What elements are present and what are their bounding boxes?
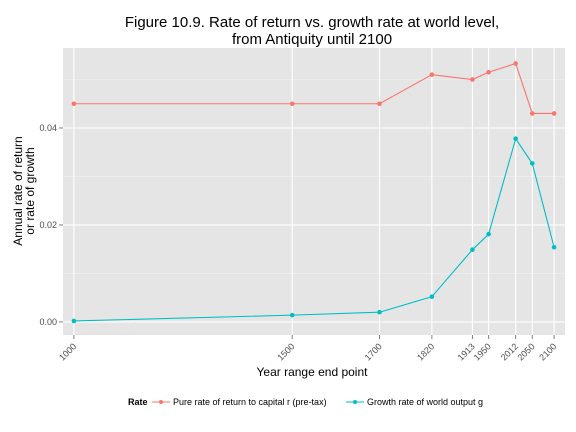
plot-panel [63,48,565,335]
series-1-point-0 [71,318,77,324]
series-0-point-6 [513,61,518,66]
chart-title-line-1: Figure 10.9. Rate of return vs. growth r… [125,14,499,31]
legend-label-growth: Growth rate of world output g [367,397,483,407]
y-tick-label-1: 0.02 [39,220,57,230]
y-tick-label-2: 0.04 [39,123,57,133]
series-1-point-1 [289,312,295,318]
series-0-point-0 [71,101,77,107]
x-tick-label-2: 1700 [363,341,384,362]
legend: Rate Pure rate of return to capital r (p… [128,397,483,407]
series-0-point-8 [551,111,557,116]
y-tick-label-0: 0.00 [39,317,57,327]
series-1-point-4 [470,247,475,252]
series-0-point-7 [529,111,535,116]
legend-key-growth-dot [353,400,357,404]
series-1-point-5 [486,231,491,237]
x-tick-label-5: 1950 [472,341,493,362]
x-tick-label-1: 1500 [275,341,296,362]
series-0-point-2 [377,101,382,107]
x-tick-label-4: 1913 [456,341,477,362]
x-axis-title: Year range end point [257,365,369,379]
series-0-point-4 [470,77,475,82]
series-1-point-2 [377,309,382,315]
series-0-point-3 [429,72,435,77]
grid-minor [63,79,565,274]
x-tick-label-0: 1000 [57,341,78,362]
series-1-point-3 [429,294,435,300]
x-tick-label-8: 2100 [537,341,558,362]
legend-title: Rate [128,397,148,407]
series-0-point-5 [486,69,491,75]
axis-ticks [59,127,555,339]
grid-major [63,48,565,335]
series-layer [71,61,557,324]
legend-key-return-dot [159,400,163,404]
series-1-point-6 [513,136,518,141]
legend-label-return: Pure rate of return to capital r (pre-ta… [173,397,327,407]
y-axis-title-line-1: Annual rate of return [11,136,25,245]
y-axis-title: Annual rate of return or rate of growth [11,136,37,245]
series-0-point-1 [289,101,295,107]
series-1-point-8 [551,244,557,250]
chart-title-line-2: from Antiquity until 2100 [232,31,392,48]
series-1-point-7 [529,161,535,166]
x-tick-label-3: 1820 [415,341,436,362]
x-tick-label-7: 2050 [515,341,536,362]
y-axis-title-line-2: or rate of growth [23,147,37,234]
y-tick-labels: 0.00 0.02 0.04 [39,123,57,327]
x-tick-label-6: 2012 [499,341,520,362]
